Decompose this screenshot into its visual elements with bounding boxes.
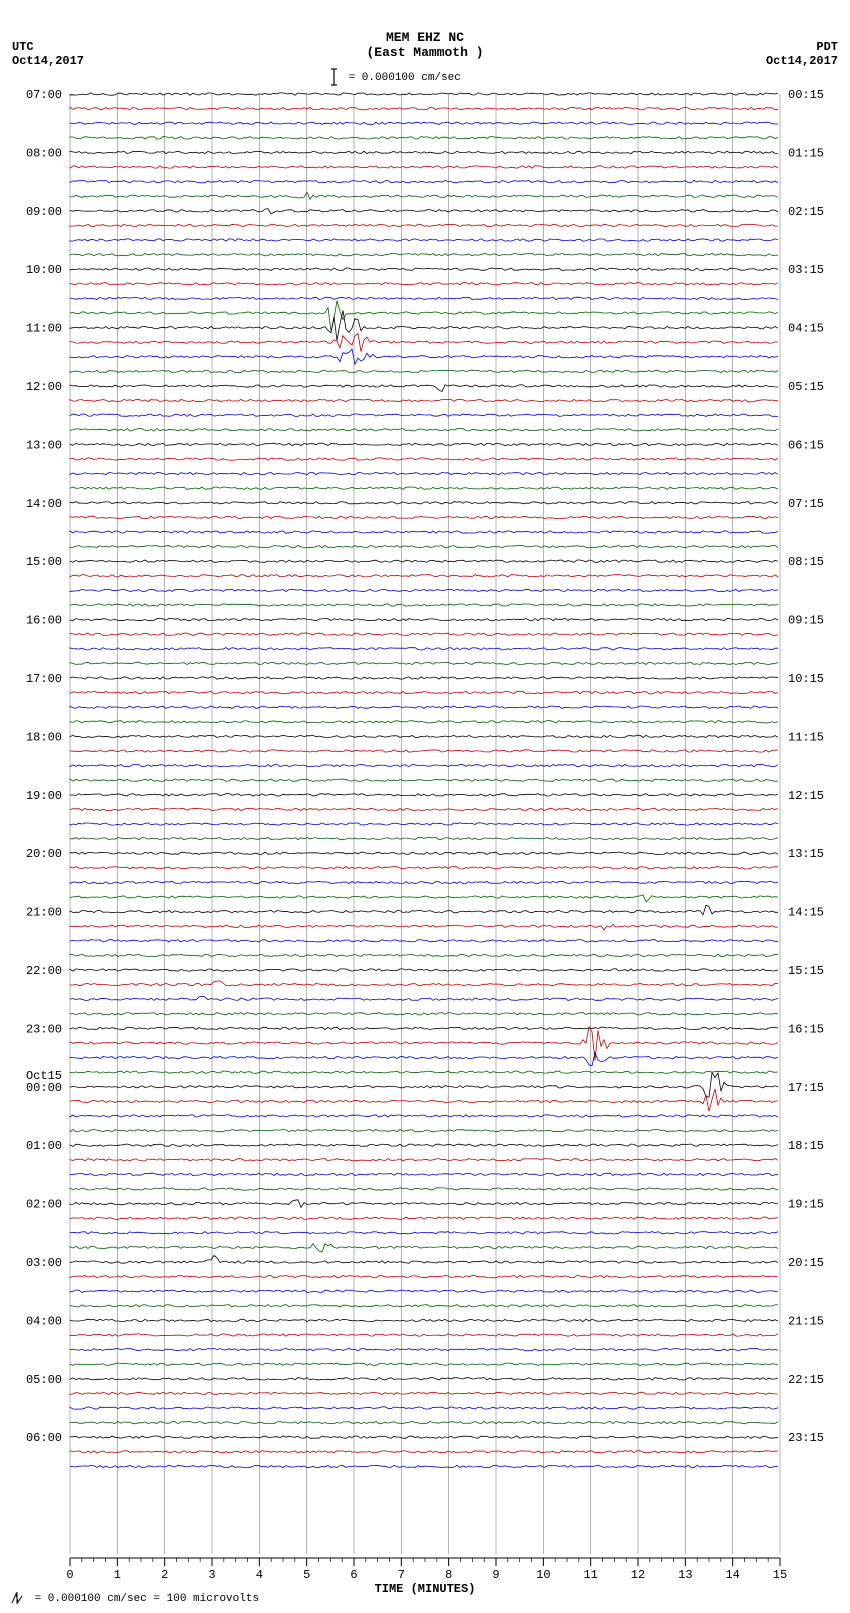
footer-scale-icon (10, 1591, 24, 1605)
svg-text:15:15: 15:15 (788, 964, 824, 978)
svg-text:21:00: 21:00 (26, 906, 62, 920)
svg-text:12:15: 12:15 (788, 789, 824, 803)
seismogram-container: UTC Oct14,2017 PDT Oct14,2017 MEM EHZ NC… (0, 0, 850, 1613)
svg-text:03:15: 03:15 (788, 263, 824, 277)
svg-text:00:00: 00:00 (26, 1081, 62, 1095)
footer-text: = 0.000100 cm/sec = 100 microvolts (35, 1593, 259, 1605)
svg-text:05:00: 05:00 (26, 1373, 62, 1387)
svg-text:22:15: 22:15 (788, 1373, 824, 1387)
svg-text:2: 2 (161, 1568, 168, 1582)
scale-bar-icon (330, 68, 338, 86)
svg-text:10:00: 10:00 (26, 263, 62, 277)
svg-text:15:00: 15:00 (26, 555, 62, 569)
svg-text:09:15: 09:15 (788, 614, 824, 628)
svg-text:19:15: 19:15 (788, 1198, 824, 1212)
svg-text:TIME (MINUTES): TIME (MINUTES) (375, 1582, 476, 1596)
footer-scale: = 0.000100 cm/sec = 100 microvolts (10, 1591, 259, 1605)
svg-text:09:00: 09:00 (26, 205, 62, 219)
svg-text:16:00: 16:00 (26, 614, 62, 628)
svg-text:02:00: 02:00 (26, 1198, 62, 1212)
chart-header: MEM EHZ NC (East Mammoth ) (0, 30, 850, 60)
svg-text:06:15: 06:15 (788, 438, 824, 452)
svg-text:0: 0 (66, 1568, 73, 1582)
svg-text:00:15: 00:15 (788, 88, 824, 102)
seismogram-svg: 07:0008:0009:0010:0011:0012:0013:0014:00… (70, 86, 780, 1576)
svg-text:01:15: 01:15 (788, 146, 824, 160)
svg-text:06:00: 06:00 (26, 1431, 62, 1445)
svg-text:02:15: 02:15 (788, 205, 824, 219)
station-location: (East Mammoth ) (0, 45, 850, 60)
svg-text:14:00: 14:00 (26, 497, 62, 511)
svg-text:23:00: 23:00 (26, 1022, 62, 1036)
svg-text:22:00: 22:00 (26, 964, 62, 978)
svg-text:08:00: 08:00 (26, 146, 62, 160)
scale-indicator: = 0.000100 cm/sec (330, 68, 461, 86)
svg-text:5: 5 (303, 1568, 310, 1582)
svg-text:23:15: 23:15 (788, 1431, 824, 1445)
svg-text:20:15: 20:15 (788, 1256, 824, 1270)
svg-text:18:15: 18:15 (788, 1139, 824, 1153)
svg-text:7: 7 (398, 1568, 405, 1582)
svg-text:11:15: 11:15 (788, 730, 824, 744)
svg-text:21:15: 21:15 (788, 1314, 824, 1328)
svg-text:18:00: 18:00 (26, 730, 62, 744)
svg-text:4: 4 (256, 1568, 263, 1582)
seismogram-plot: 07:0008:0009:0010:0011:0012:0013:0014:00… (70, 86, 780, 1546)
svg-text:20:00: 20:00 (26, 847, 62, 861)
svg-text:10:15: 10:15 (788, 672, 824, 686)
svg-text:07:00: 07:00 (26, 88, 62, 102)
svg-text:11:00: 11:00 (26, 322, 62, 336)
svg-text:05:15: 05:15 (788, 380, 824, 394)
scale-text: = 0.000100 cm/sec (349, 72, 461, 84)
svg-text:13:00: 13:00 (26, 438, 62, 452)
svg-text:04:00: 04:00 (26, 1314, 62, 1328)
svg-text:07:15: 07:15 (788, 497, 824, 511)
svg-text:16:15: 16:15 (788, 1022, 824, 1036)
svg-text:12:00: 12:00 (26, 380, 62, 394)
svg-text:9: 9 (492, 1568, 499, 1582)
svg-text:03:00: 03:00 (26, 1256, 62, 1270)
svg-text:11: 11 (583, 1568, 597, 1582)
svg-text:13:15: 13:15 (788, 847, 824, 861)
svg-text:17:15: 17:15 (788, 1081, 824, 1095)
svg-text:04:15: 04:15 (788, 322, 824, 336)
svg-text:01:00: 01:00 (26, 1139, 62, 1153)
svg-text:14: 14 (725, 1568, 739, 1582)
svg-text:6: 6 (350, 1568, 357, 1582)
svg-text:08:15: 08:15 (788, 555, 824, 569)
svg-text:19:00: 19:00 (26, 789, 62, 803)
svg-text:12: 12 (631, 1568, 645, 1582)
svg-text:1: 1 (114, 1568, 121, 1582)
svg-text:15: 15 (773, 1568, 787, 1582)
svg-text:14:15: 14:15 (788, 906, 824, 920)
svg-text:13: 13 (678, 1568, 692, 1582)
svg-text:10: 10 (536, 1568, 550, 1582)
svg-text:3: 3 (208, 1568, 215, 1582)
svg-text:8: 8 (445, 1568, 452, 1582)
svg-text:17:00: 17:00 (26, 672, 62, 686)
station-code: MEM EHZ NC (0, 30, 850, 45)
